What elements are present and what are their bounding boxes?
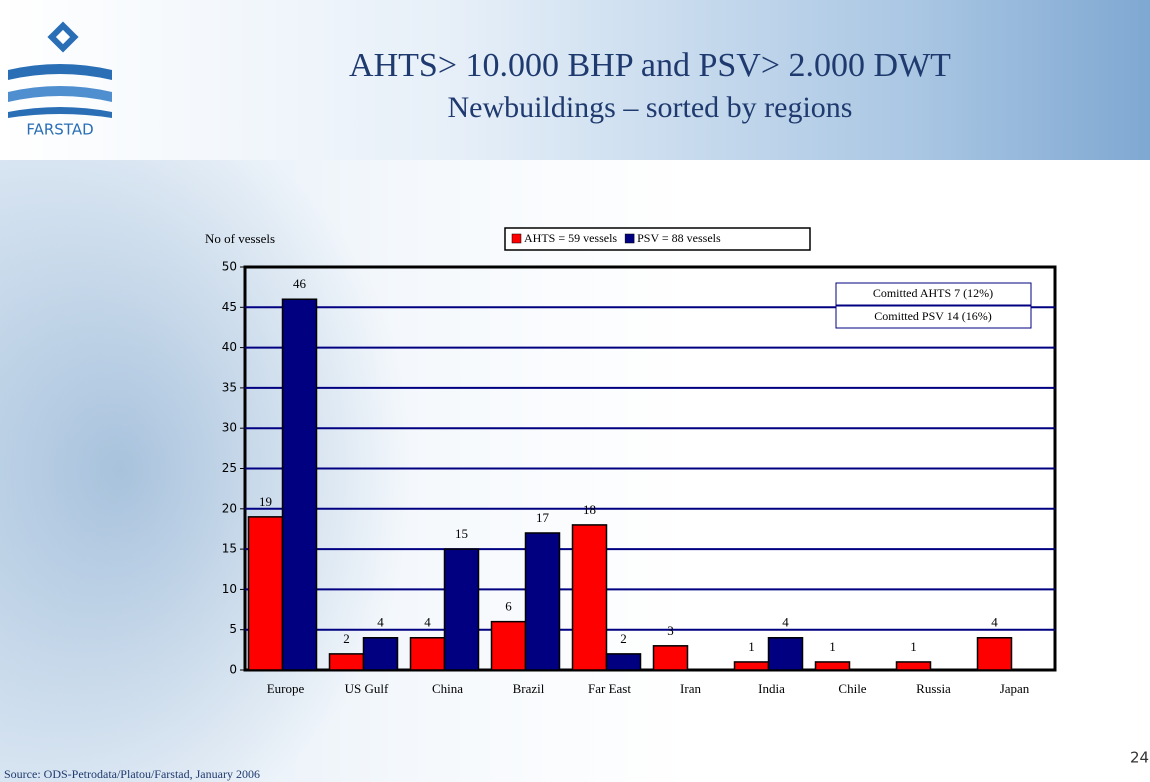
bar xyxy=(492,622,526,670)
legend-swatch xyxy=(625,234,634,243)
chart: FARSTAD AHTS> 10.000 BHP and PSV> 2.000 … xyxy=(0,0,1150,782)
bar xyxy=(978,638,1012,670)
x-tick-label: Russia xyxy=(916,681,951,696)
bar xyxy=(769,638,803,670)
bar xyxy=(573,525,607,670)
source-note: Source: ODS-Petrodata/Platou/Farstad, Ja… xyxy=(4,767,260,781)
chart-subtitle: Newbuildings – sorted by regions xyxy=(448,91,853,124)
y-axis-label: No of vessels xyxy=(205,231,275,246)
y-tick-label: 35 xyxy=(222,380,237,394)
legend-swatch xyxy=(512,234,521,243)
data-label: 17 xyxy=(536,510,550,525)
x-tick-label: India xyxy=(758,681,785,696)
y-tick-label: 50 xyxy=(222,260,237,274)
data-label: 6 xyxy=(505,599,512,614)
y-tick-label: 15 xyxy=(222,542,237,556)
x-tick-label: China xyxy=(432,681,463,696)
bar xyxy=(526,533,560,670)
data-label: 15 xyxy=(455,526,468,541)
bar xyxy=(411,638,445,670)
chart-title: AHTS> 10.000 BHP and PSV> 2.000 DWT xyxy=(349,47,951,84)
y-tick-label: 25 xyxy=(222,461,237,475)
data-label: 4 xyxy=(991,615,998,630)
x-tick-label: Far East xyxy=(588,681,631,696)
data-label: 19 xyxy=(259,494,272,509)
data-label: 3 xyxy=(667,623,674,638)
data-label: 4 xyxy=(377,615,384,630)
annotation: Comitted PSV 14 (16%) xyxy=(874,309,991,323)
data-label: 2 xyxy=(620,631,627,646)
data-label: 46 xyxy=(293,276,307,291)
y-tick-label: 20 xyxy=(222,501,237,515)
bar xyxy=(607,654,641,670)
bar xyxy=(654,646,688,670)
y-tick-label: 0 xyxy=(229,663,237,677)
data-label: 4 xyxy=(424,615,431,630)
x-tick-label: Chile xyxy=(838,681,866,696)
page-number: 24 xyxy=(1130,749,1149,767)
data-label: 1 xyxy=(910,639,917,654)
y-tick-label: 10 xyxy=(222,582,237,596)
data-label: 2 xyxy=(343,631,350,646)
bar xyxy=(249,517,283,670)
y-tick-label: 45 xyxy=(222,300,237,314)
y-tick-label: 30 xyxy=(222,421,237,435)
bar xyxy=(816,662,850,670)
data-label: 1 xyxy=(829,639,836,654)
y-tick-label: 40 xyxy=(222,340,237,354)
bar xyxy=(445,549,479,670)
legend-entry: PSV = 88 vessels xyxy=(637,231,721,245)
x-tick-label: Europe xyxy=(267,681,305,696)
bar xyxy=(330,654,364,670)
logo-text: FARSTAD xyxy=(26,121,93,139)
annotation: Comitted AHTS 7 (12%) xyxy=(873,286,993,300)
logo-mark xyxy=(8,21,112,118)
x-tick-label: Japan xyxy=(1000,681,1030,696)
bar xyxy=(364,638,398,670)
y-tick-label: 5 xyxy=(229,622,237,636)
x-tick-label: US Gulf xyxy=(345,681,389,696)
x-tick-label: Brazil xyxy=(513,681,545,696)
x-tick-label: Iran xyxy=(680,681,701,696)
slide: FARSTAD AHTS> 10.000 BHP and PSV> 2.000 … xyxy=(0,0,1150,782)
legend-entry: AHTS = 59 vessels xyxy=(524,231,617,245)
data-label: 4 xyxy=(782,615,789,630)
bar xyxy=(283,299,317,670)
bar xyxy=(735,662,769,670)
data-label: 1 xyxy=(748,639,755,654)
bar xyxy=(897,662,931,670)
data-label: 18 xyxy=(583,502,596,517)
